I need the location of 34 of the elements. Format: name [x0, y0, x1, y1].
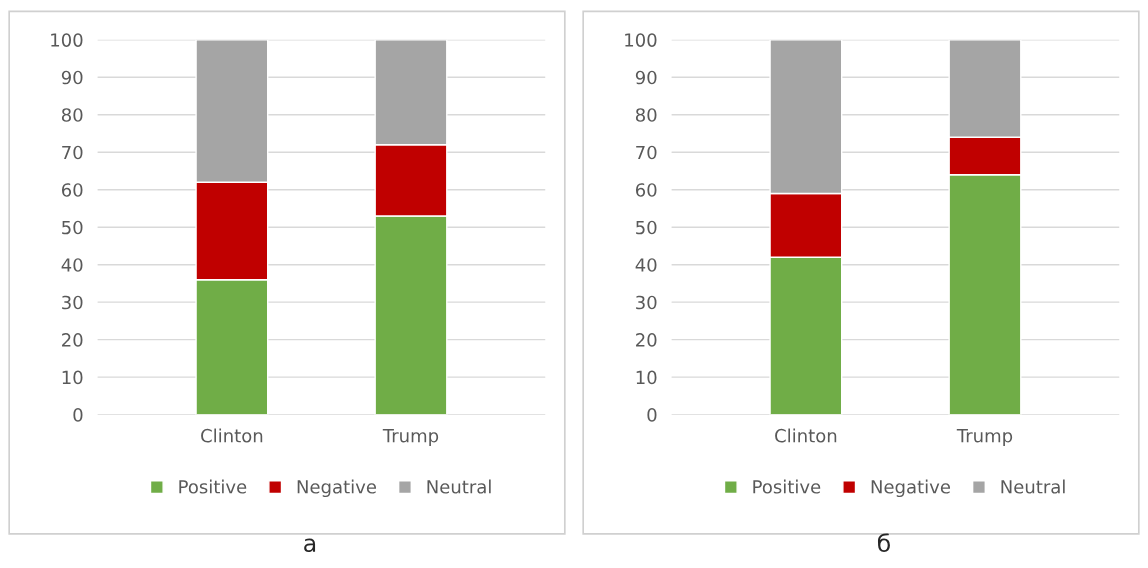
y-tick-label: 90	[61, 70, 83, 85]
legend-label: Negative	[871, 479, 951, 498]
y-tick-label: 80	[61, 108, 83, 122]
x-axis-title: а	[304, 538, 316, 553]
y-tick-label: 10	[636, 370, 657, 385]
legend-label: Neutral	[427, 479, 491, 494]
x-tick-label: Clinton	[775, 428, 837, 443]
y-tick-label: 50	[636, 220, 657, 235]
legend-label: Negative	[297, 479, 377, 498]
y-tick-label: 100	[51, 33, 83, 47]
y-tick-label: 40	[635, 258, 657, 272]
x-axis-title: б	[877, 533, 890, 553]
y-tick-label: 30	[636, 295, 657, 310]
x-tick-label: Trump	[382, 429, 439, 446]
legend-label: Neutral	[1001, 479, 1065, 494]
y-tick-label: 20	[62, 333, 83, 347]
x-tick-label: Trump	[956, 429, 1013, 446]
legend-label: Positive	[753, 479, 821, 494]
y-tick-label: 90	[635, 70, 657, 85]
y-tick-label: 30	[62, 295, 83, 310]
y-tick-label: 0	[647, 408, 657, 422]
y-tick-label: 20	[636, 333, 657, 347]
y-tick-label: 60	[635, 183, 657, 197]
y-tick-label: 60	[61, 183, 83, 197]
y-tick-label: 10	[62, 370, 83, 385]
y-tick-label: 40	[61, 258, 83, 272]
y-tick-label: 80	[635, 108, 657, 122]
x-tick-label: Clinton	[201, 428, 263, 443]
y-tick-label: 70	[62, 145, 83, 160]
y-tick-label: 100	[625, 33, 657, 47]
y-tick-label: 50	[62, 220, 83, 235]
y-tick-label: 0	[73, 408, 83, 422]
y-tick-label: 70	[636, 145, 657, 160]
legend-label: Positive	[179, 479, 247, 494]
